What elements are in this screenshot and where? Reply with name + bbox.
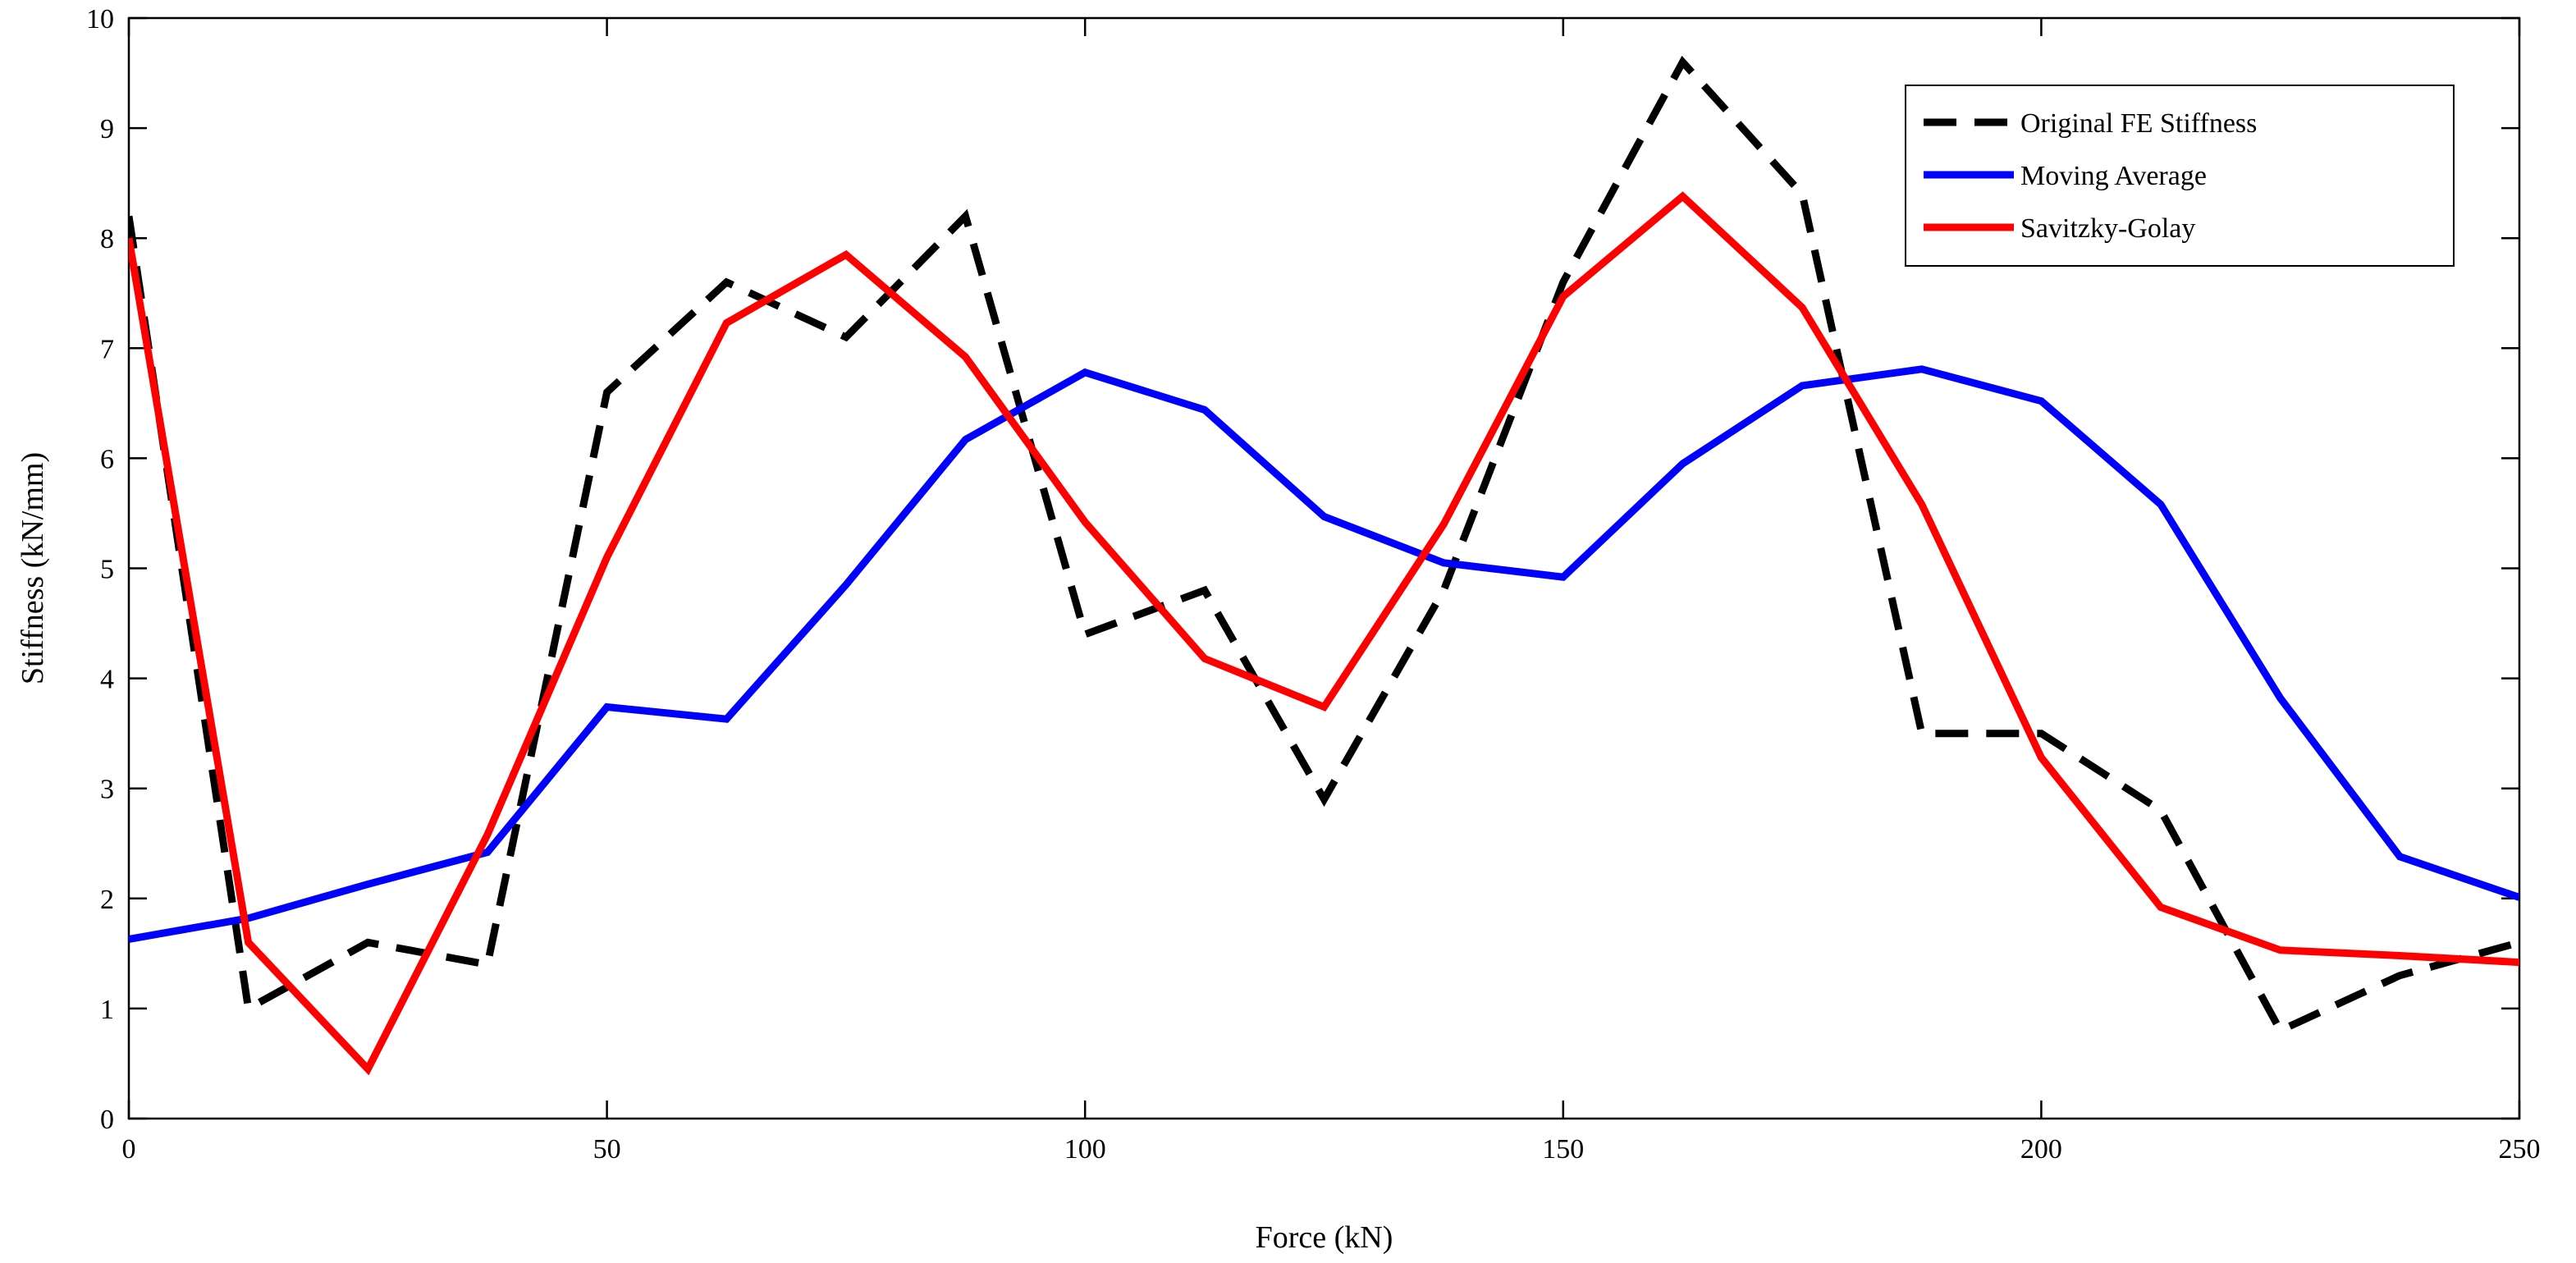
series-line-savitzky-golay xyxy=(129,191,2519,1076)
y-tick-label: 3 xyxy=(100,775,114,805)
series-lines xyxy=(129,55,2519,1076)
legend-label: Moving Average xyxy=(2020,161,2207,191)
legend-label: Savitzky-Golay xyxy=(2020,213,2195,244)
legend-label: Original FE Stiffness xyxy=(2020,108,2257,139)
y-axis: 0 1 2 3 4 5 6 7 8 9 10 xyxy=(86,4,2519,1135)
legend: Original FE Stiffness Moving Average Savit… xyxy=(1905,85,2455,267)
x-tick-label: 150 xyxy=(1542,1134,1584,1165)
y-tick-label: 10 xyxy=(86,4,114,34)
series-line-moving-average xyxy=(129,365,2519,943)
y-tick-label: 7 xyxy=(100,334,114,364)
x-tick-label: 50 xyxy=(593,1134,621,1165)
y-tick-label: 6 xyxy=(100,444,114,474)
x-axis-label: Force (kN) xyxy=(1256,1220,1393,1255)
x-tick-label: 100 xyxy=(1064,1134,1106,1165)
y-tick-label: 9 xyxy=(100,114,114,144)
y-tick-label: 5 xyxy=(100,555,114,585)
y-tick-label: 2 xyxy=(100,885,114,915)
x-axis: 0 50 100 150 200 250 xyxy=(122,18,2541,1165)
y-tick-label: 0 xyxy=(100,1105,114,1135)
x-tick-label: 250 xyxy=(2499,1134,2541,1165)
x-tick-label: 200 xyxy=(2020,1134,2062,1165)
y-tick-label: 8 xyxy=(100,224,114,254)
y-tick-label: 4 xyxy=(100,665,114,695)
y-axis-label: Stiffness (kN/mm) xyxy=(16,452,50,684)
x-tick-label: 0 xyxy=(122,1134,136,1165)
series-line-original-fe-stiffness xyxy=(129,55,2519,1036)
y-tick-label: 1 xyxy=(100,995,114,1025)
